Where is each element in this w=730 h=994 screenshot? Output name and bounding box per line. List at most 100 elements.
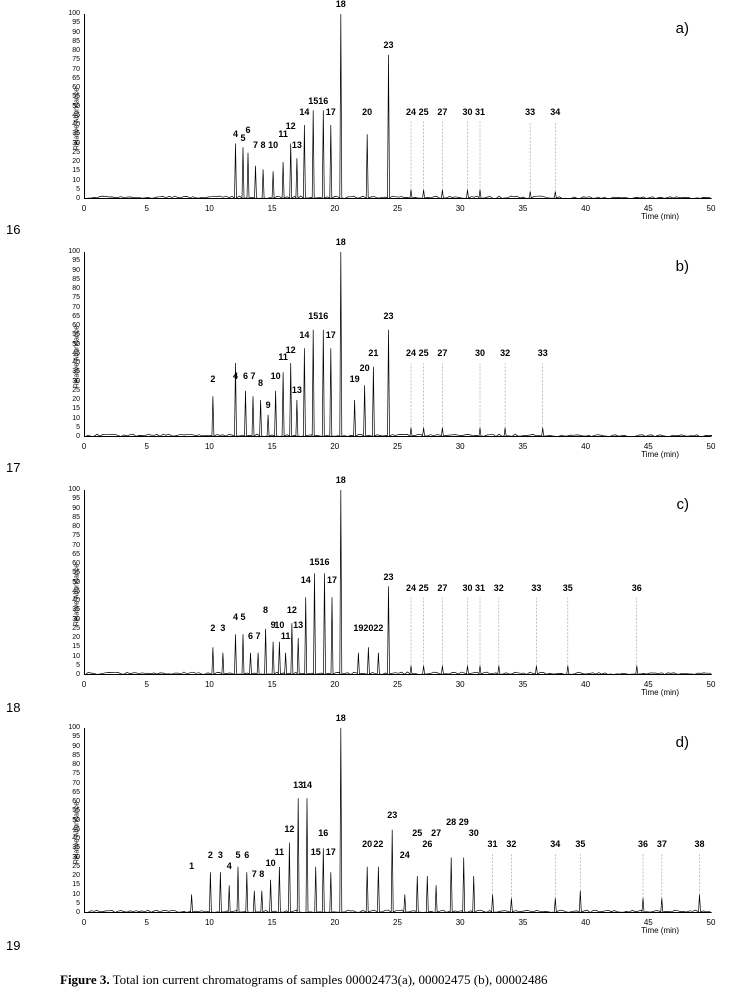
y-tick: 85 [64, 276, 80, 283]
peak-label: 24 [397, 850, 413, 860]
peak-label: 36 [629, 583, 645, 593]
y-tick: 40 [64, 359, 80, 366]
y-tick: 30 [64, 854, 80, 861]
x-tick: 40 [576, 918, 596, 927]
x-tick: 5 [137, 680, 157, 689]
peak-label: 25 [416, 107, 432, 117]
y-tick: 20 [64, 872, 80, 879]
figure-caption: Figure 3. Total ion current chromatogram… [60, 972, 547, 988]
x-tick: 50 [701, 680, 721, 689]
y-tick: 50 [64, 579, 80, 586]
y-tick: 90 [64, 505, 80, 512]
y-tick: 25 [64, 625, 80, 632]
x-tick: 45 [638, 680, 658, 689]
y-tick: 30 [64, 616, 80, 623]
peak-label: 10 [271, 620, 287, 630]
x-tick: 20 [325, 918, 345, 927]
plot-area: 2467891011121314151617181920212324252730… [84, 252, 711, 437]
peak-label: 30 [472, 348, 488, 358]
x-tick: 30 [450, 442, 470, 451]
peak-label: 31 [485, 839, 501, 849]
peak-label: 23 [384, 810, 400, 820]
peak-label: 15 [308, 847, 324, 857]
y-tick: 45 [64, 350, 80, 357]
x-tick: 50 [701, 442, 721, 451]
x-tick: 45 [638, 204, 658, 213]
x-tick: 0 [74, 442, 94, 451]
peak-label: 27 [428, 828, 444, 838]
y-tick: 35 [64, 606, 80, 613]
x-tick: 50 [701, 204, 721, 213]
peak-label: 25 [416, 348, 432, 358]
peak-label: 34 [547, 839, 563, 849]
peak-label: 16 [315, 828, 331, 838]
peak-label: 37 [654, 839, 670, 849]
y-tick: 75 [64, 294, 80, 301]
line-number: 17 [6, 460, 20, 475]
x-axis-label: Time (min) [641, 688, 679, 697]
peak-label: 29 [456, 817, 472, 827]
peak-label: 8 [254, 869, 270, 879]
y-tick: 20 [64, 396, 80, 403]
chromatogram-panel: c)Relative AbundanceTime (min)2345678910… [44, 482, 719, 707]
peak-label: 6 [240, 125, 256, 135]
peak-label: 33 [528, 583, 544, 593]
x-tick: 5 [137, 442, 157, 451]
peak-label: 23 [380, 572, 396, 582]
peak-label: 16 [315, 96, 331, 106]
y-tick: 10 [64, 177, 80, 184]
y-tick: 35 [64, 844, 80, 851]
peak-label: 3 [215, 623, 231, 633]
y-tick: 55 [64, 93, 80, 100]
peak-label: 3 [212, 850, 228, 860]
peak-label: 34 [547, 107, 563, 117]
peak-label: 13 [289, 385, 305, 395]
peak-label: 11 [278, 631, 294, 641]
peak-label: 9 [260, 400, 276, 410]
peak-label: 10 [268, 371, 284, 381]
peak-label: 21 [365, 348, 381, 358]
x-tick: 50 [701, 918, 721, 927]
peak-label: 26 [419, 839, 435, 849]
peak-label: 35 [572, 839, 588, 849]
x-tick: 0 [74, 918, 94, 927]
peak-label: 18 [333, 713, 349, 723]
x-tick: 10 [199, 918, 219, 927]
x-tick: 15 [262, 918, 282, 927]
y-tick: 45 [64, 112, 80, 119]
peak-label: 38 [691, 839, 707, 849]
peak-label: 31 [472, 107, 488, 117]
x-tick: 20 [325, 680, 345, 689]
y-tick: 30 [64, 140, 80, 147]
y-tick: 95 [64, 19, 80, 26]
peak-label: 32 [491, 583, 507, 593]
y-tick: 15 [64, 881, 80, 888]
chromatogram-panel: d)Relative AbundanceTime (min)1234567810… [44, 720, 719, 945]
x-tick: 40 [576, 442, 596, 451]
trace-svg [85, 14, 712, 199]
y-tick: 20 [64, 158, 80, 165]
y-tick: 70 [64, 542, 80, 549]
x-tick: 35 [513, 918, 533, 927]
peak-label: 22 [370, 839, 386, 849]
y-tick: 65 [64, 789, 80, 796]
y-tick: 100 [64, 724, 80, 731]
y-tick: 95 [64, 733, 80, 740]
peak-label: 22 [370, 623, 386, 633]
y-tick: 95 [64, 257, 80, 264]
peak-label: 25 [409, 828, 425, 838]
x-axis-label: Time (min) [641, 212, 679, 221]
x-tick: 25 [388, 918, 408, 927]
y-tick: 10 [64, 891, 80, 898]
y-tick: 85 [64, 752, 80, 759]
y-tick: 40 [64, 835, 80, 842]
y-tick: 85 [64, 38, 80, 45]
peak-label: 17 [323, 847, 339, 857]
y-tick: 75 [64, 532, 80, 539]
x-tick: 35 [513, 680, 533, 689]
y-tick: 25 [64, 387, 80, 394]
peak-label: 27 [434, 583, 450, 593]
peak-label: 33 [535, 348, 551, 358]
peak-label: 7 [250, 631, 266, 641]
peak-label: 36 [635, 839, 651, 849]
